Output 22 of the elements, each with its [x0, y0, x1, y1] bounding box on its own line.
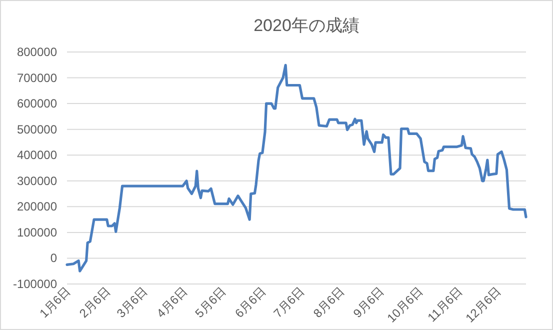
- y-tick-label: 400000: [16, 148, 58, 162]
- y-tick-label: 800000: [16, 45, 58, 59]
- y-tick-label: 100000: [16, 225, 58, 240]
- x-tick-label: 8月6日: [310, 284, 347, 321]
- x-tick-label: 10月6日: [384, 284, 426, 326]
- y-tick-label: 600000: [16, 96, 58, 111]
- x-tick-label: 4月6日: [154, 284, 190, 321]
- x-tick-label: 12月6日: [462, 284, 504, 326]
- x-tick-label: 3月6日: [114, 284, 150, 321]
- x-tick-label: 5月6日: [192, 284, 229, 321]
- y-tick-label: 300000: [16, 174, 58, 188]
- x-tick-label: 9月6日: [350, 284, 387, 321]
- y-tick-label: -100000: [12, 277, 58, 291]
- chart-title: 2020年の成績: [254, 16, 360, 35]
- y-tick-label: 200000: [16, 200, 58, 214]
- y-tick-label: 0: [50, 251, 58, 266]
- x-tick-label: 6月6日: [232, 284, 269, 321]
- y-tick-label: 500000: [16, 122, 58, 136]
- x-tick-label: 7月6日: [270, 284, 308, 321]
- x-tick-label: 2月6日: [76, 284, 113, 321]
- x-tick-label: 11月6日: [424, 284, 466, 325]
- y-tick-label: 700000: [16, 70, 58, 85]
